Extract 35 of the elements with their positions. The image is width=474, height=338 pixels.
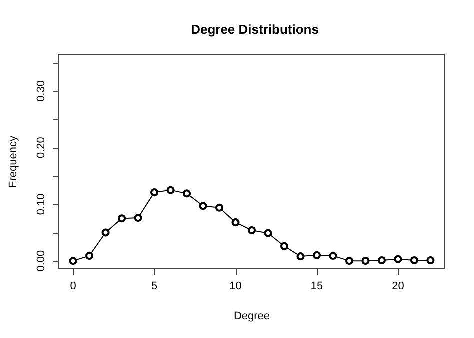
- point: [150, 188, 159, 197]
- point: [134, 214, 142, 222]
- point: [264, 229, 272, 238]
- point: [426, 256, 435, 265]
- point: [248, 226, 256, 234]
- point: [362, 257, 370, 266]
- point: [166, 186, 175, 194]
- point: [102, 228, 110, 237]
- x-tick-label: 0: [70, 280, 76, 292]
- point: [345, 257, 354, 266]
- point: [232, 218, 240, 227]
- point: [199, 202, 208, 210]
- x-tick-label: 15: [310, 280, 324, 292]
- point: [69, 257, 78, 266]
- point: [410, 256, 418, 265]
- point: [280, 242, 288, 250]
- point: [183, 190, 192, 198]
- x-axis-title: Degree: [234, 310, 270, 322]
- point: [312, 251, 321, 260]
- point: [216, 204, 224, 212]
- point: [86, 252, 94, 260]
- x-tick-label: 5: [151, 280, 158, 292]
- y-tick-label: 0.10: [36, 194, 48, 216]
- y-axis-title: Frequency: [8, 136, 20, 188]
- chart-title: Degree Distributions: [191, 22, 319, 37]
- x-tick-label: 20: [392, 280, 404, 292]
- point: [329, 252, 338, 260]
- y-tick-label: 0.30: [36, 80, 48, 102]
- point: [296, 252, 305, 261]
- y-tick-label: 0.20: [36, 137, 48, 159]
- x-tick-label: 10: [230, 280, 242, 292]
- point: [378, 256, 386, 265]
- y-tick-label: 0.00: [36, 250, 48, 272]
- point: [118, 214, 126, 223]
- point: [394, 255, 402, 264]
